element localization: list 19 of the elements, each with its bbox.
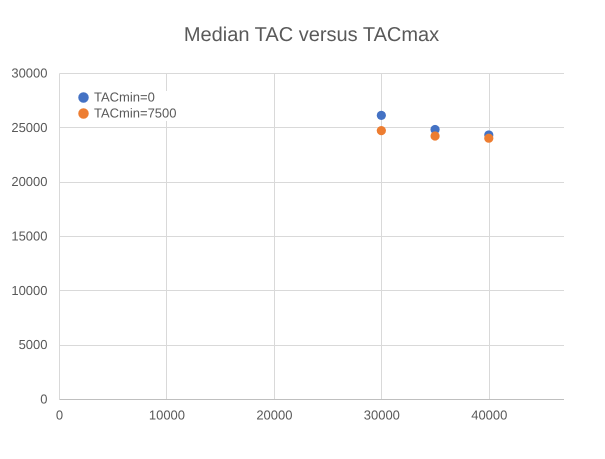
chart-title: Median TAC versus TACmax bbox=[184, 24, 440, 46]
y-tick-label: 15000 bbox=[11, 228, 48, 244]
y-tick-label: 0 bbox=[40, 392, 48, 406]
y-tick-label: 30000 bbox=[11, 66, 48, 80]
y-tick-label: 20000 bbox=[11, 174, 48, 190]
y-tick-label: 25000 bbox=[11, 120, 48, 135]
point bbox=[430, 131, 440, 141]
point bbox=[376, 110, 386, 120]
point bbox=[376, 126, 386, 136]
x-tick-label: 30000 bbox=[364, 408, 400, 422]
x-tick-label: 0 bbox=[56, 408, 64, 422]
x-tick-label: 20000 bbox=[256, 408, 292, 422]
legend-label: TACmin=0 bbox=[94, 90, 155, 104]
legend-label: TACmin=7500 bbox=[94, 106, 176, 120]
x-tick-label: 40000 bbox=[471, 408, 508, 422]
y-tick-label: 10000 bbox=[11, 282, 48, 298]
point bbox=[484, 134, 494, 143]
x-tick-label: 10000 bbox=[148, 408, 186, 422]
y-tick-label: 5000 bbox=[18, 337, 48, 352]
